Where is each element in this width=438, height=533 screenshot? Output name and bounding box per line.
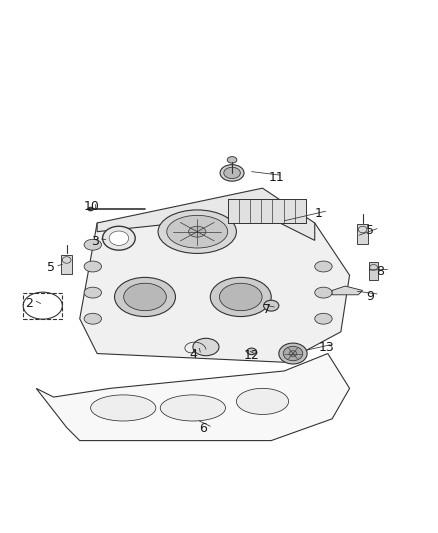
Text: 4: 4 [189, 348, 197, 361]
Ellipse shape [224, 167, 240, 179]
Ellipse shape [193, 338, 219, 356]
Ellipse shape [227, 157, 237, 163]
Ellipse shape [315, 261, 332, 272]
FancyBboxPatch shape [228, 199, 306, 223]
Ellipse shape [188, 226, 206, 237]
Text: 6: 6 [199, 422, 207, 435]
Ellipse shape [109, 231, 129, 245]
Text: 9: 9 [366, 289, 374, 303]
Ellipse shape [283, 346, 303, 361]
Ellipse shape [264, 300, 279, 311]
Ellipse shape [219, 283, 262, 311]
Ellipse shape [124, 283, 166, 311]
Ellipse shape [210, 277, 271, 317]
Text: 5: 5 [366, 224, 374, 237]
FancyBboxPatch shape [61, 255, 72, 274]
FancyBboxPatch shape [357, 224, 368, 244]
Ellipse shape [160, 395, 226, 421]
Ellipse shape [84, 239, 102, 250]
Ellipse shape [84, 287, 102, 298]
Ellipse shape [115, 277, 176, 317]
Text: 10: 10 [84, 200, 100, 213]
Ellipse shape [315, 287, 332, 298]
FancyBboxPatch shape [369, 262, 378, 279]
Text: 12: 12 [244, 349, 259, 362]
Text: 1: 1 [315, 207, 323, 220]
Polygon shape [332, 286, 363, 295]
Polygon shape [97, 188, 315, 240]
Text: 7: 7 [263, 303, 272, 316]
Ellipse shape [88, 207, 93, 211]
Ellipse shape [158, 210, 237, 254]
Text: 3: 3 [91, 235, 99, 248]
Ellipse shape [84, 261, 102, 272]
Text: 11: 11 [269, 171, 285, 184]
Ellipse shape [102, 226, 135, 250]
Polygon shape [36, 353, 350, 441]
Ellipse shape [289, 351, 297, 357]
Polygon shape [80, 223, 350, 362]
Ellipse shape [167, 215, 228, 248]
Ellipse shape [315, 313, 332, 324]
Text: 8: 8 [377, 265, 385, 278]
Ellipse shape [220, 165, 244, 181]
Ellipse shape [237, 389, 289, 415]
Ellipse shape [247, 348, 256, 354]
Ellipse shape [279, 343, 307, 364]
Ellipse shape [84, 313, 102, 324]
Text: 2: 2 [25, 297, 33, 310]
Text: 13: 13 [319, 341, 335, 353]
Text: 5: 5 [47, 261, 55, 274]
Ellipse shape [91, 395, 156, 421]
